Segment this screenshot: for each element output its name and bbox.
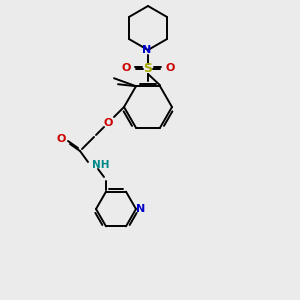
Text: O: O bbox=[121, 63, 131, 73]
Text: O: O bbox=[165, 63, 175, 73]
Text: N: N bbox=[142, 45, 152, 55]
Text: O: O bbox=[56, 134, 66, 144]
Text: N: N bbox=[136, 204, 146, 214]
Text: S: S bbox=[143, 62, 152, 76]
Text: NH: NH bbox=[92, 160, 110, 170]
Text: O: O bbox=[103, 118, 113, 128]
